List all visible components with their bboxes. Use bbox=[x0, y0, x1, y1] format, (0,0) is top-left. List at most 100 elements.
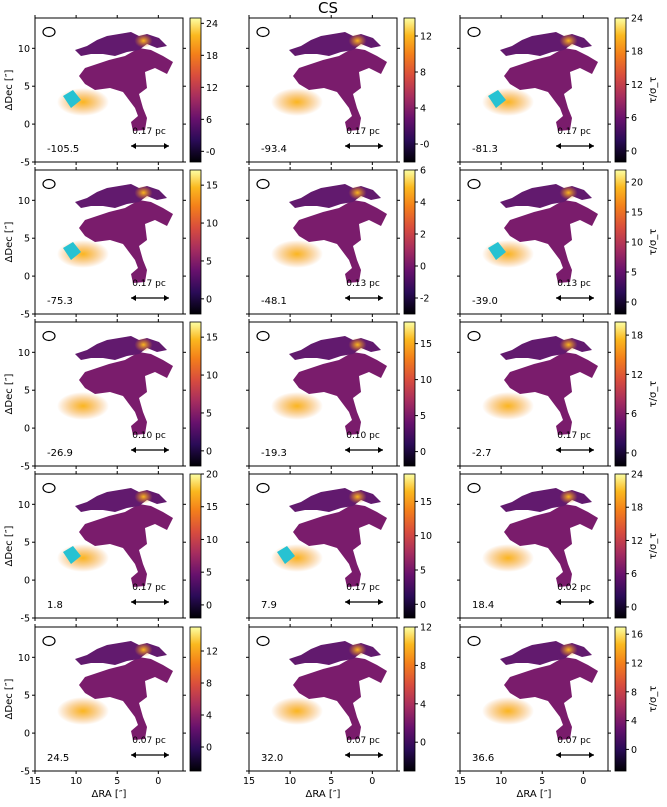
velocity-label: 18.4 bbox=[472, 600, 494, 611]
velocity-label: -93.4 bbox=[261, 144, 287, 155]
y-tick-label: 5 bbox=[24, 386, 30, 397]
scale-label: 0.17 pc bbox=[557, 127, 591, 137]
colorbar bbox=[403, 17, 416, 163]
panel: -26.9 0.10 pc -5 0 5 10 ΔDec [″] 0 5 10 15 bbox=[4, 319, 218, 473]
colorbar-tick-label: 5 bbox=[631, 268, 637, 279]
colorbar-tick-label: 5 bbox=[206, 256, 212, 267]
colorbar-tick-label: 12 bbox=[206, 647, 218, 658]
scale-label: 0.17 pc bbox=[346, 127, 380, 137]
x-axis-label: ΔRA [″] bbox=[517, 789, 552, 800]
scale-label: 0.02 pc bbox=[557, 583, 591, 593]
colorbar-tick-label: 24 bbox=[631, 14, 643, 25]
emission-peak bbox=[134, 337, 153, 352]
emission-region bbox=[79, 657, 173, 740]
scale-label: 0.07 pc bbox=[346, 736, 380, 746]
colorbar bbox=[403, 321, 416, 467]
y-tick-label: 10 bbox=[18, 44, 30, 55]
colorbar bbox=[189, 17, 202, 163]
plot-frame bbox=[34, 321, 184, 467]
emission-peak bbox=[559, 185, 578, 200]
colorbar-tick-label: 10 bbox=[206, 371, 218, 382]
emission-peak bbox=[559, 33, 578, 48]
x-tick-label: 0 bbox=[369, 776, 375, 787]
velocity-label: -39.0 bbox=[472, 296, 498, 307]
velocity-label: -19.3 bbox=[261, 448, 287, 459]
panel: -75.3 0.17 pc -5 0 5 10 ΔDec [″] 0 5 10 15 bbox=[4, 167, 218, 321]
colorbar-tick-label: 16 bbox=[631, 630, 643, 641]
emission-region bbox=[79, 504, 173, 587]
emission-peak bbox=[348, 337, 367, 352]
colorbar-tick-label: 12 bbox=[420, 623, 432, 634]
colorbar-tick-label: -0 bbox=[420, 140, 429, 151]
scale-label: 0.17 pc bbox=[132, 583, 166, 593]
colorbar-tick-label: 5 bbox=[420, 411, 426, 422]
beam-ellipse bbox=[42, 178, 56, 190]
scale-bar-arrowhead bbox=[164, 752, 169, 758]
beam-ellipse bbox=[42, 330, 56, 342]
beam-ellipse bbox=[42, 482, 56, 494]
colorbar-tick-label: 15 bbox=[420, 497, 432, 508]
y-tick-label: -5 bbox=[21, 462, 30, 473]
colorbar-tick-label: 0 bbox=[631, 298, 637, 309]
scale-bar-arrowhead bbox=[345, 295, 350, 301]
colorbar-tick-label: 10 bbox=[206, 219, 218, 230]
y-tick-label: -5 bbox=[21, 310, 30, 321]
emission-peak bbox=[271, 697, 323, 725]
emission-region bbox=[293, 352, 387, 435]
colorbar-tick-label: 0 bbox=[420, 262, 426, 273]
colorbar-tick-label: 24 bbox=[631, 470, 643, 481]
colorbar-tick-label: 0 bbox=[631, 146, 637, 157]
colorbar-tick-label: 12 bbox=[631, 80, 643, 91]
emission-region bbox=[504, 48, 598, 131]
emission-peak bbox=[57, 392, 109, 420]
plot-frame bbox=[34, 17, 184, 163]
colorbar-tick-label: 12 bbox=[631, 370, 643, 381]
colorbar-tick-label: 0 bbox=[206, 446, 212, 457]
velocity-label: -105.5 bbox=[47, 144, 79, 155]
scale-label: 0.13 pc bbox=[346, 279, 380, 289]
scale-bar-arrowhead bbox=[556, 752, 561, 758]
y-axis-label: ΔDec [″] bbox=[4, 373, 15, 414]
colorbar-tick-label: 15 bbox=[206, 181, 218, 192]
colorbar bbox=[189, 473, 202, 619]
emission-region bbox=[504, 657, 598, 740]
colorbar-label: τ/σ_τ bbox=[648, 381, 659, 408]
beam-ellipse bbox=[467, 482, 481, 494]
emission-peak bbox=[348, 642, 367, 657]
panel: -105.5 0.17 pc -5 0 5 10 ΔDec [″] -0 6 12 18 24 bbox=[4, 15, 218, 169]
colorbar-tick-label: 20 bbox=[631, 178, 643, 189]
panel: -81.3 0.17 pc 0 6 12 18 24 τ/σ_τ bbox=[457, 14, 659, 165]
emission-peak bbox=[271, 392, 323, 420]
colorbar bbox=[403, 626, 416, 772]
colorbar-tick-label: 12 bbox=[206, 83, 218, 94]
colorbar-tick-label: 15 bbox=[631, 208, 643, 219]
emission-peak bbox=[134, 33, 153, 48]
beam-ellipse bbox=[256, 482, 270, 494]
colorbar-tick-label: 6 bbox=[420, 166, 426, 177]
highlighted-region bbox=[63, 90, 81, 108]
y-tick-label: 10 bbox=[18, 500, 30, 511]
panel: -2.7 0.17 pc 0 6 12 18 τ/σ_τ bbox=[457, 319, 659, 469]
emission-peak bbox=[134, 642, 153, 657]
emission-peak bbox=[57, 544, 109, 572]
y-tick-label: 5 bbox=[24, 538, 30, 549]
scale-bar-arrowhead bbox=[589, 143, 594, 149]
scale-label: 0.10 pc bbox=[346, 431, 380, 441]
panel: 18.4 0.02 pc 0 6 12 18 24 τ/σ_τ bbox=[457, 470, 659, 621]
emission-peak bbox=[134, 185, 153, 200]
y-tick-label: 5 bbox=[24, 234, 30, 245]
emission-peak bbox=[348, 185, 367, 200]
emission-peak bbox=[271, 544, 323, 572]
colorbar bbox=[614, 626, 627, 772]
beam-ellipse bbox=[467, 330, 481, 342]
colorbar-tick-label: 5 bbox=[420, 566, 426, 577]
plot-frame bbox=[248, 17, 398, 163]
colorbar-tick-label: 0 bbox=[206, 743, 212, 754]
y-tick-label: 10 bbox=[18, 653, 30, 664]
colorbar-tick-label: 0 bbox=[206, 294, 212, 305]
x-tick-label: 15 bbox=[454, 776, 466, 787]
x-tick-label: 5 bbox=[328, 776, 334, 787]
beam-ellipse bbox=[42, 26, 56, 38]
emission-peak bbox=[482, 544, 534, 572]
panel: 1.8 0.17 pc -5 0 5 10 ΔDec [″] 0 5 10 15 20 bbox=[4, 470, 218, 625]
